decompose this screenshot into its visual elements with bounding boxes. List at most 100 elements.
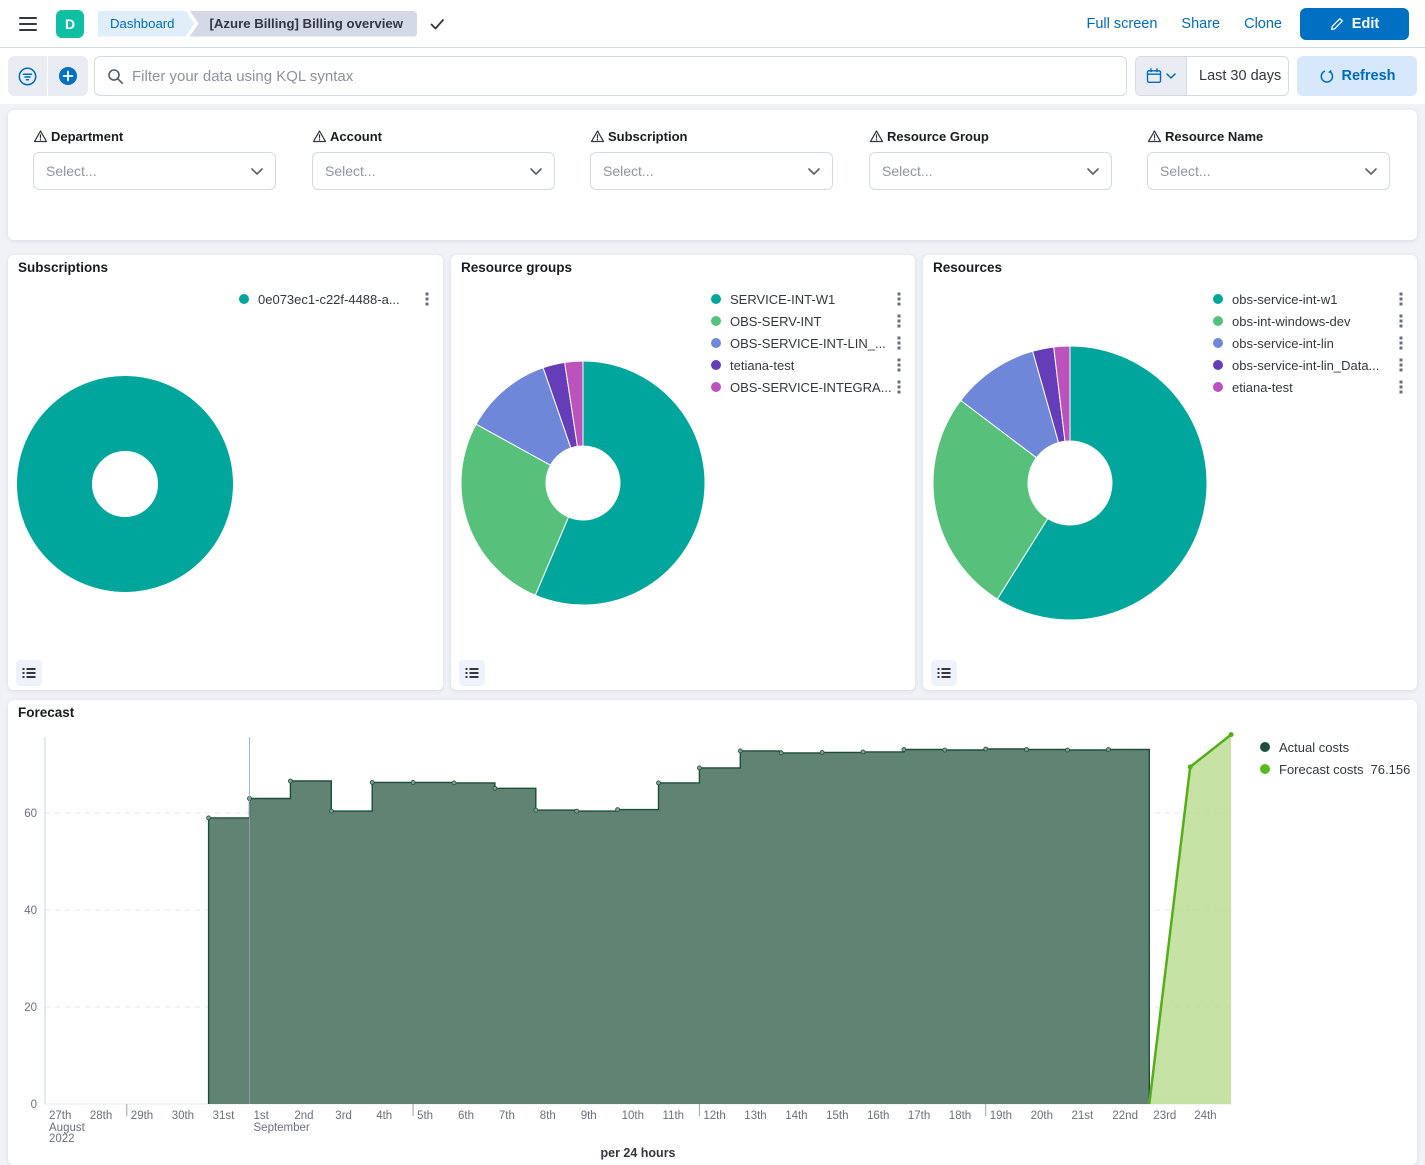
legend-actions-icon[interactable] [1399, 380, 1403, 394]
refresh-button[interactable]: Refresh [1297, 56, 1417, 96]
actual-costs-point [697, 766, 701, 770]
legend-item[interactable]: obs-service-int-w1 [1213, 288, 1403, 310]
legend-toggle-button[interactable] [459, 660, 485, 686]
resource-groups-legend: SERVICE-INT-W1 OBS-SERV-INT OBS-SERVICE-IN… [711, 288, 901, 398]
legend-item[interactable]: 0e073ec1-c22f-4488-a... [239, 288, 429, 310]
legend-actions-icon[interactable] [1399, 358, 1403, 372]
filter-button-group [8, 56, 88, 96]
x-axis-tick-label: 10th [622, 1110, 644, 1122]
x-axis-tick-label: 6th [458, 1110, 474, 1122]
resource_groups-slice [461, 424, 569, 595]
resource-group-select[interactable]: Select... [869, 152, 1112, 190]
legend-toggle-button[interactable] [931, 660, 957, 686]
legend-color-dot [1213, 360, 1223, 370]
x-axis-tick-label: 5th [417, 1110, 433, 1122]
warning-triangle-icon [1147, 129, 1162, 144]
legend-actions-icon[interactable] [897, 380, 901, 394]
legend-color-dot [711, 382, 721, 392]
legend-item[interactable]: tetiana-test [711, 354, 901, 376]
legend-actions-icon[interactable] [1399, 314, 1403, 328]
legend-actions-icon[interactable] [897, 292, 901, 306]
actual-costs-point [534, 808, 538, 812]
add-filter-button[interactable] [48, 56, 88, 96]
legend-value: 76.156 [1371, 762, 1411, 777]
share-link[interactable]: Share [1181, 16, 1220, 32]
app-initial: D [65, 16, 75, 32]
edit-button[interactable]: Edit [1300, 8, 1409, 40]
kql-search-input[interactable] [132, 68, 1114, 85]
legend-item[interactable]: etiana-test [1213, 376, 1403, 398]
legend-item[interactable]: obs-service-int-lin [1213, 332, 1403, 354]
menu-button[interactable] [16, 12, 40, 36]
plus-circle-icon [58, 66, 78, 86]
legend-item[interactable]: OBS-SERV-INT [711, 310, 901, 332]
refresh-button-label: Refresh [1342, 68, 1396, 84]
legend-toggle-button[interactable] [16, 660, 42, 686]
magnifier-icon [107, 68, 124, 85]
chevron-down-icon [1365, 168, 1377, 175]
subscription-select[interactable]: Select... [590, 152, 833, 190]
legend-color-dot [1213, 294, 1223, 304]
panel-subscriptions: Subscriptions 0e073ec1-c22f-4488-a... [8, 255, 443, 690]
legend-item[interactable]: SERVICE-INT-W1 [711, 288, 901, 310]
x-axis-tick-label: 15th [826, 1110, 848, 1122]
legend-color-dot [1260, 742, 1270, 752]
hamburger-icon [19, 16, 37, 32]
x-axis-tick-label: 8th [540, 1110, 556, 1122]
legend-actions-icon[interactable] [897, 314, 901, 328]
saved-queries-button[interactable] [8, 56, 48, 96]
legend-label: OBS-SERVICE-INTEGRA... [730, 380, 892, 395]
clone-link[interactable]: Clone [1244, 16, 1282, 32]
legend-actions-icon[interactable] [1399, 336, 1403, 350]
resource-name-select[interactable]: Select... [1147, 152, 1390, 190]
legend-item[interactable]: Forecast costs76.156 [1260, 758, 1420, 780]
legend-item[interactable]: obs-int-windows-dev [1213, 310, 1403, 332]
list-icon [465, 666, 479, 680]
resource_groups-slice [535, 361, 705, 605]
legend-label: OBS-SERV-INT [730, 314, 822, 329]
actual-costs-point [616, 808, 620, 812]
legend-actions-icon[interactable] [425, 292, 429, 306]
time-range-value[interactable]: Last 30 days [1187, 57, 1288, 95]
chevron-down-icon [808, 168, 820, 175]
x-axis-month-label: September [254, 1122, 310, 1134]
actual-costs-point [452, 781, 456, 785]
legend-item[interactable]: Actual costs [1260, 736, 1420, 758]
kql-search-bar [94, 56, 1127, 96]
resource_groups-slice [476, 368, 571, 465]
actual-costs-point [657, 781, 661, 785]
legend-color-dot [711, 316, 721, 326]
forecast-costs-point [1188, 764, 1193, 769]
full-screen-link[interactable]: Full screen [1086, 16, 1157, 32]
legend-actions-icon[interactable] [897, 336, 901, 350]
subscription-label: Subscription [590, 126, 833, 146]
legend-item[interactable]: OBS-SERVICE-INTEGRA... [711, 376, 901, 398]
date-picker-calendar-button[interactable] [1136, 57, 1187, 95]
legend-color-dot [1213, 316, 1223, 326]
x-axis-tick-label: 12th [703, 1110, 725, 1122]
legend-actions-icon[interactable] [897, 358, 901, 372]
resources-slice [961, 351, 1059, 457]
legend-actions-icon[interactable] [1399, 292, 1403, 306]
legend-label: obs-service-int-w1 [1232, 292, 1337, 307]
panel-forecast: Forecast 020406027th28th29th30th31st1st2… [8, 700, 1417, 1165]
breadcrumb-dashboard[interactable]: Dashboard [98, 11, 195, 37]
dashboard-controls-panel: Department Select... Account Select... [8, 110, 1417, 240]
legend-item[interactable]: OBS-SERVICE-INT-LIN_... [711, 332, 901, 354]
account-select[interactable]: Select... [312, 152, 555, 190]
calendar-icon [1146, 68, 1162, 84]
edit-button-label: Edit [1352, 16, 1379, 32]
department-select[interactable]: Select... [33, 152, 276, 190]
warning-triangle-icon [312, 129, 327, 144]
legend-color-dot [711, 360, 721, 370]
y-axis-tick-label: 0 [31, 1099, 37, 1111]
warning-triangle-icon [33, 129, 48, 144]
actual-costs-point [943, 748, 947, 752]
subscriptions-legend: 0e073ec1-c22f-4488-a... [239, 288, 429, 310]
actual-costs-point [1066, 748, 1070, 752]
actual-costs-point [1106, 748, 1110, 752]
x-axis-tick-label: 2nd [294, 1110, 313, 1122]
actual-costs-point [902, 748, 906, 752]
x-axis-tick-label: 18th [949, 1110, 971, 1122]
legend-item[interactable]: obs-service-int-lin_Data... [1213, 354, 1403, 376]
